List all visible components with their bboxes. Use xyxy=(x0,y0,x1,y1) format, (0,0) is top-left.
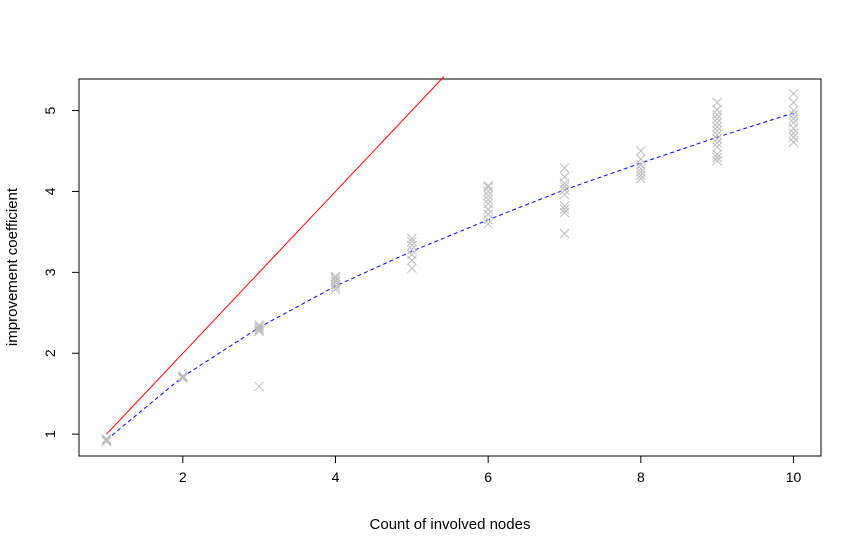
plot-area-frame xyxy=(78,78,822,457)
y-tick-label: 5 xyxy=(42,106,58,114)
data-point xyxy=(712,113,723,124)
data-point xyxy=(483,198,494,209)
data-point xyxy=(483,209,494,219)
data-point xyxy=(406,244,417,255)
data-point xyxy=(712,104,723,115)
data-point xyxy=(788,113,799,124)
data-point xyxy=(712,97,723,108)
data-point xyxy=(559,204,570,215)
data-point xyxy=(712,121,723,132)
data-point xyxy=(712,109,723,120)
x-tick-label: 6 xyxy=(484,469,492,485)
data-point xyxy=(712,129,723,140)
data-point xyxy=(406,240,417,251)
data-point xyxy=(788,97,799,108)
data-point xyxy=(559,189,570,200)
data-point xyxy=(788,88,799,99)
data-point xyxy=(788,109,799,120)
data-point xyxy=(330,271,341,282)
y-tick-label: 4 xyxy=(42,187,58,195)
x-tick-label: 4 xyxy=(332,469,340,485)
data-point xyxy=(101,435,112,446)
x-tick-label: 8 xyxy=(637,469,645,485)
data-point xyxy=(406,236,417,247)
data-point xyxy=(788,137,799,147)
y-axis-title: improvement coefficient xyxy=(4,187,21,346)
data-point xyxy=(712,134,723,144)
data-point xyxy=(559,163,570,173)
data-point xyxy=(788,132,799,143)
x-tick-label: 10 xyxy=(786,469,802,485)
data-point xyxy=(330,275,341,286)
data-point xyxy=(177,373,188,384)
y-tick-label: 2 xyxy=(42,349,58,357)
data-point xyxy=(635,146,646,156)
reference-line xyxy=(106,76,445,435)
data-point xyxy=(177,371,188,382)
data-point xyxy=(254,323,265,334)
data-point xyxy=(101,436,112,447)
data-point xyxy=(712,138,723,148)
y-tick-label: 3 xyxy=(42,268,58,276)
data-point xyxy=(712,152,723,163)
data-point xyxy=(254,381,265,392)
data-point xyxy=(330,284,341,295)
x-axis: 2 4 6 8 10 xyxy=(179,456,802,485)
data-point xyxy=(712,142,723,152)
data-point xyxy=(712,149,723,160)
data-point xyxy=(177,371,188,381)
data-point xyxy=(788,128,799,139)
data-point xyxy=(254,321,265,332)
data-point xyxy=(483,182,494,193)
data-point xyxy=(559,228,570,239)
data-point xyxy=(177,372,188,383)
data-point xyxy=(559,201,570,211)
y-axis: 1 2 3 4 5 xyxy=(42,106,79,438)
data-point xyxy=(406,249,417,260)
data-point xyxy=(101,434,112,445)
data-point xyxy=(559,181,570,192)
data-point xyxy=(101,434,112,444)
data-point xyxy=(330,273,341,283)
data-point xyxy=(559,172,570,182)
data-point xyxy=(254,324,265,335)
data-point xyxy=(483,194,494,205)
data-point xyxy=(788,117,799,128)
scatter-points xyxy=(101,88,799,447)
data-point xyxy=(635,167,646,177)
x-axis-title: Count of involved nodes xyxy=(370,516,531,533)
data-point xyxy=(712,125,723,136)
data-point xyxy=(788,105,799,116)
data-point xyxy=(254,320,265,330)
data-point xyxy=(406,233,417,244)
data-point xyxy=(635,154,646,164)
series-lines xyxy=(106,76,794,441)
data-point xyxy=(635,163,646,174)
data-point xyxy=(483,180,494,191)
data-point xyxy=(406,263,417,274)
y-tick-label: 1 xyxy=(42,430,58,438)
fitted-curve-line xyxy=(106,112,794,441)
x-tick-label: 2 xyxy=(179,469,187,485)
data-point xyxy=(483,190,494,201)
data-point xyxy=(712,117,723,128)
data-point xyxy=(483,218,494,229)
